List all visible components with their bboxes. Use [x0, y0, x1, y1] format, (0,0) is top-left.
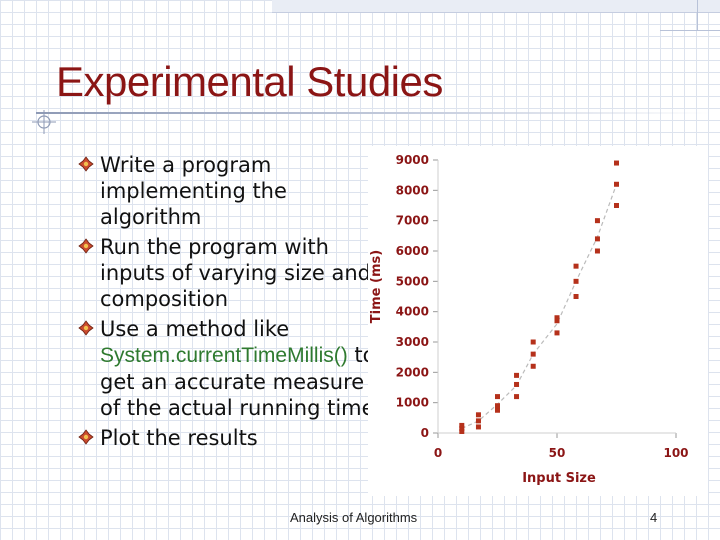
- y-tick-label: 7000: [396, 214, 429, 228]
- data-point: [475, 412, 481, 418]
- bullet-text: Use a method like: [100, 317, 290, 341]
- data-point: [614, 203, 619, 208]
- bullet-item: Write a program implementing the algorit…: [78, 152, 378, 230]
- data-point: [594, 218, 600, 224]
- data-point: [594, 248, 600, 254]
- data-point: [614, 181, 619, 187]
- page-number: 4: [650, 510, 658, 525]
- y-tick-label: 1000: [396, 396, 429, 410]
- data-point: [573, 263, 579, 269]
- data-point: [459, 428, 465, 434]
- data-point: [554, 318, 560, 324]
- x-tick-label: 100: [663, 446, 688, 460]
- bullet-text: Plot the results: [100, 426, 258, 450]
- data-point: [573, 294, 579, 299]
- y-tick-label: 3000: [396, 335, 429, 349]
- code-text: System.currentTimeMillis(): [100, 344, 348, 367]
- slide-footer: Analysis of Algorithms: [290, 510, 418, 525]
- slide-title: Experimental Studies: [56, 58, 443, 105]
- x-tick-label: 0: [434, 446, 442, 460]
- corner-line: [660, 30, 720, 31]
- x-axis-ticks: 0 50 100: [434, 433, 689, 460]
- data-point: [475, 418, 481, 424]
- y-tick-label: 9000: [396, 153, 429, 167]
- diamond-flower-icon: [78, 156, 94, 172]
- data-point: [530, 339, 536, 345]
- bullet-text: to get an accurate measure of the actual…: [100, 343, 376, 420]
- data-point: [495, 403, 500, 409]
- data-points: [459, 160, 619, 434]
- y-tick-label: 4000: [396, 305, 429, 319]
- diamond-flower-icon: [78, 320, 94, 336]
- data-point: [514, 381, 520, 387]
- data-point: [459, 425, 465, 431]
- crosshair-icon: [32, 110, 56, 134]
- bullet-text: Run the program with inputs of varying s…: [100, 235, 371, 311]
- x-tick-label: 50: [549, 446, 566, 460]
- bullet-item: Use a method like System.currentTimeMill…: [78, 316, 378, 421]
- data-point: [573, 278, 579, 284]
- y-tick-label: 5000: [396, 274, 429, 288]
- diamond-flower-icon: [78, 238, 94, 254]
- bullet-list: Write a program implementing the algorit…: [78, 152, 378, 455]
- y-axis-ticks: 0 1000 2000 3000 4000 5000 6000 7000 8000 9000: [396, 153, 438, 440]
- data-point: [554, 315, 560, 321]
- data-point: [514, 394, 520, 400]
- y-tick-label: 2000: [396, 365, 429, 379]
- x-axis-label: Input Size: [522, 471, 596, 486]
- data-point: [514, 372, 520, 378]
- data-point: [495, 407, 500, 413]
- data-point: [594, 236, 600, 242]
- bullet-text: Write a program implementing the algorit…: [100, 153, 287, 229]
- data-point: [614, 160, 619, 166]
- corner-line: [697, 0, 698, 30]
- y-tick-label: 0: [421, 426, 429, 440]
- data-point: [475, 424, 481, 430]
- data-point: [554, 330, 560, 336]
- y-axis-label: Time (ms): [369, 250, 384, 323]
- diamond-flower-icon: [78, 429, 94, 445]
- y-tick-label: 6000: [396, 244, 429, 258]
- y-tick-label: 8000: [396, 183, 429, 197]
- bullet-item: Plot the results: [78, 425, 378, 451]
- data-point: [530, 363, 536, 369]
- title-underline: [36, 112, 710, 114]
- data-point: [459, 422, 465, 428]
- scatter-chart: 0 1000 2000 3000 4000 5000 6000 7000 8000 9000 0 5…: [368, 146, 708, 496]
- top-decoration-band: [272, 0, 720, 13]
- bullet-item: Run the program with inputs of varying s…: [78, 234, 378, 312]
- chart-background: [368, 146, 708, 496]
- data-point: [530, 351, 536, 357]
- data-point: [495, 394, 500, 400]
